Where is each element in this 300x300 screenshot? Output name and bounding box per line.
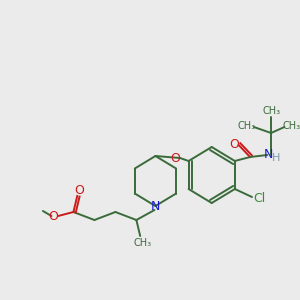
Text: CH₃: CH₃ [262, 106, 280, 116]
Text: O: O [229, 137, 239, 151]
Text: Cl: Cl [254, 193, 266, 206]
Text: N: N [151, 200, 160, 214]
Text: O: O [74, 184, 84, 197]
Text: CH₃: CH₃ [283, 121, 300, 131]
Text: O: O [49, 211, 58, 224]
Text: CH₃: CH₃ [133, 238, 151, 248]
Text: N: N [263, 148, 273, 161]
Text: CH₃: CH₃ [237, 121, 255, 131]
Text: H: H [272, 153, 280, 163]
Text: O: O [170, 152, 180, 164]
